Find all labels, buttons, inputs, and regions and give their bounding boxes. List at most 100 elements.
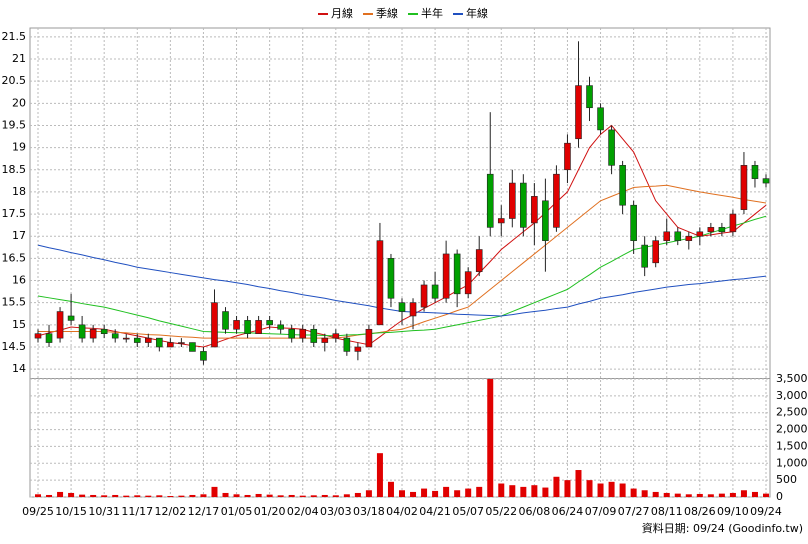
candle-body (200, 351, 207, 361)
y-tick-label: 16 (12, 274, 26, 287)
candle-body (255, 320, 262, 334)
x-tick-label: 06/24 (552, 505, 584, 518)
x-tick-label: 09/24 (750, 505, 782, 518)
volume-bar (410, 491, 417, 497)
volume-bar (520, 486, 527, 497)
y-tick-label: 20 (12, 96, 26, 109)
legend-label: 季線 (376, 6, 398, 20)
candle-body (145, 337, 152, 343)
source-note: 資料日期: 09/24 (Goodinfo.tw) (642, 521, 803, 535)
candle-body (762, 178, 770, 184)
volume-bar (575, 470, 582, 497)
x-tick-label: 11/17 (121, 505, 153, 518)
candle-body (233, 320, 240, 330)
volume-bar (90, 494, 97, 497)
y-tick-label: 19 (12, 141, 26, 154)
candle-body (310, 328, 318, 343)
y-tick-label: 21.5 (2, 30, 27, 43)
volume-bar (112, 494, 119, 497)
y2-tick-label: 2,000 (776, 423, 808, 436)
y-tick-label: 18.5 (2, 163, 27, 176)
volume-bar (310, 495, 317, 497)
candle-body (167, 342, 174, 348)
candle-body (619, 165, 626, 206)
y2-tick-label: 0 (776, 490, 783, 503)
volume-bar (299, 495, 306, 497)
candle-body (475, 249, 483, 272)
y2-tick-label: 2,500 (776, 406, 808, 419)
volume-bar (619, 483, 626, 497)
volume-bar (586, 480, 593, 497)
candle-body (652, 240, 659, 264)
candle-body (696, 231, 704, 237)
x-tick-label: 12/17 (188, 505, 220, 518)
legend-label: 月線 (331, 6, 353, 20)
volume-bar (46, 494, 53, 497)
candle-body (288, 328, 295, 339)
candle-body (718, 227, 726, 233)
candle-body (520, 182, 527, 228)
candle-body (354, 346, 362, 352)
candle-body (707, 227, 715, 233)
volume-bar (432, 490, 439, 497)
volume-bar (255, 493, 262, 497)
candle-body (387, 258, 395, 299)
volume-bar (189, 494, 196, 497)
plot-frame (29, 27, 771, 498)
volume-bar (233, 494, 240, 497)
candle-body (343, 337, 351, 352)
x-tick-label: 01/20 (254, 505, 286, 518)
volume-bar (211, 486, 218, 497)
volume-bar (57, 491, 64, 497)
volume-bar (343, 494, 350, 497)
candle-body (586, 85, 593, 109)
volume-bar (652, 491, 659, 497)
ma-line (38, 184, 767, 339)
volume-bar (509, 485, 516, 497)
volume-bar (399, 490, 405, 497)
y-tick-label: 14 (12, 362, 26, 375)
volume-bar (542, 487, 549, 497)
x-tick-label: 12/02 (155, 505, 187, 518)
y-tick-label: 18 (12, 185, 26, 198)
volume-bar (101, 495, 108, 497)
x-tick-label: 10/31 (88, 505, 120, 518)
x-tick-label: 08/26 (684, 505, 716, 518)
candle-body (630, 204, 637, 241)
candle-body (453, 253, 461, 295)
y-tick-label: 20.5 (2, 74, 27, 87)
candle-body (751, 165, 759, 179)
y-tick-label: 15 (12, 318, 26, 331)
volume-bar (332, 495, 339, 497)
volume-bar (597, 483, 604, 497)
candle-body (156, 337, 163, 348)
volume-bar (321, 494, 328, 497)
y2-tick-label: 1,000 (776, 456, 808, 469)
candle-body (740, 165, 748, 210)
volume-bar (630, 488, 637, 497)
volume-bar (718, 493, 725, 497)
volume-bar (498, 483, 505, 497)
candle-body (564, 142, 571, 171)
candle-body (67, 315, 75, 321)
candle-body (431, 284, 439, 299)
volume-bar (707, 494, 714, 497)
x-tick-label: 08/11 (651, 505, 683, 518)
volume-bar (288, 494, 295, 497)
volume-bar (387, 481, 394, 497)
legend-label: 年線 (466, 6, 488, 20)
volume-bar (553, 476, 560, 497)
volume-bar (145, 495, 152, 497)
x-tick-label: 02/04 (287, 505, 319, 518)
candle-body (365, 328, 373, 348)
volume-bar (79, 494, 86, 497)
y2-tick-label: 1,500 (776, 439, 808, 452)
candle-body (542, 200, 549, 241)
candle-body (531, 196, 538, 224)
volume-bar (487, 379, 494, 497)
candle-body (266, 320, 273, 326)
volume-bar (365, 490, 372, 497)
x-tick-label: 03/18 (353, 505, 385, 518)
volume-bar (696, 493, 703, 497)
candle-body (45, 333, 53, 343)
